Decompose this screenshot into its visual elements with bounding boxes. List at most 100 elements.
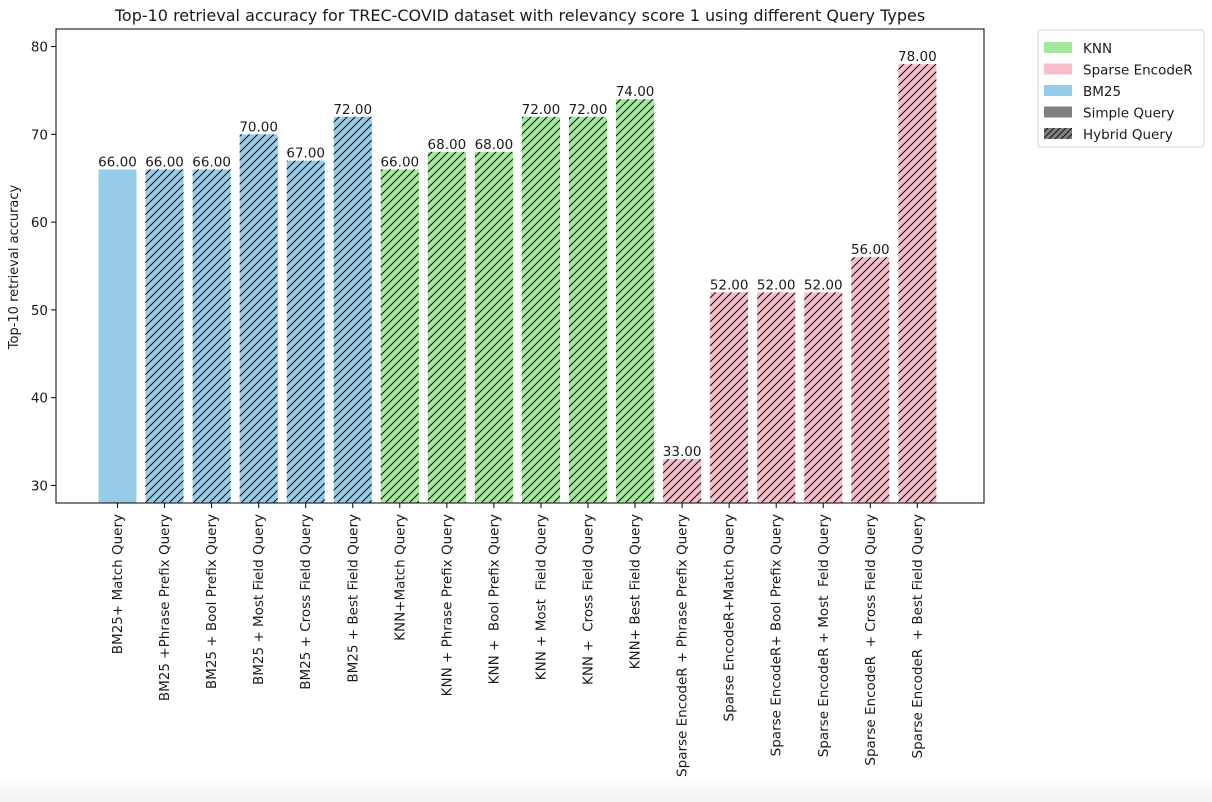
bar-value-label: 52.00 xyxy=(757,277,796,293)
x-tick-label: BM25+ Match Query xyxy=(110,514,126,654)
bar-value-label: 52.00 xyxy=(710,277,749,293)
legend-box xyxy=(1037,29,1205,148)
bar-hatch xyxy=(286,160,325,503)
x-tick-label: BM25 + Most Field Query xyxy=(251,514,267,685)
legend-entry: KNN xyxy=(1044,41,1112,57)
bar-group xyxy=(710,292,749,503)
bar-value-label: 72.00 xyxy=(333,102,372,118)
bar-hatch xyxy=(616,99,655,503)
x-tick-label: Sparse EncodeR+Match Query xyxy=(722,514,738,721)
legend-entry: Sparse EncodeR xyxy=(1044,63,1193,79)
bar-value-label: 66.00 xyxy=(98,154,137,170)
legend-swatch xyxy=(1044,85,1072,96)
x-tick-label: BM25 + Bool Prefix Query xyxy=(204,514,220,689)
legend-swatch xyxy=(1044,106,1072,118)
x-tick-label: Sparse EncodeR + Phrase Prefix Query xyxy=(675,514,691,777)
bar-hatch xyxy=(757,292,796,503)
legend-swatch xyxy=(1044,42,1072,53)
legend: KNN Sparse EncodeR BM25 Simple Query Hybrid … xyxy=(1037,29,1205,148)
bar-value-label: 56.00 xyxy=(851,242,890,258)
bar-value-label: 33.00 xyxy=(663,444,702,460)
bar-value-label: 68.00 xyxy=(475,137,514,153)
y-tick-label: 40 xyxy=(31,391,48,407)
bar-hatch xyxy=(521,116,560,504)
bar-hatch xyxy=(804,292,843,503)
bar-value-label: 72.00 xyxy=(569,102,608,118)
bar-group xyxy=(898,64,937,503)
x-tick-label: Sparse EncodeR + Best Field Query xyxy=(910,514,926,758)
y-tick-label: 50 xyxy=(31,303,48,319)
bar-group xyxy=(757,292,796,503)
legend-entry: BM25 xyxy=(1044,84,1121,100)
bar-value-label: 72.00 xyxy=(522,102,561,118)
bar-hatch xyxy=(898,64,937,503)
y-tick-label: 30 xyxy=(31,478,48,494)
bar-group xyxy=(474,151,513,503)
window-bottom-edge xyxy=(0,776,1212,802)
x-tick-label: Sparse EncodeR + Cross Field Query xyxy=(863,514,879,766)
legend-label: Sparse EncodeR xyxy=(1083,63,1193,79)
bar-hatch xyxy=(474,151,513,503)
bar xyxy=(98,169,137,503)
bar-hatch xyxy=(569,116,607,504)
bar-value-label: 70.00 xyxy=(239,119,278,135)
bar-value-label: 66.00 xyxy=(192,154,231,170)
bar-group xyxy=(569,116,607,504)
bar-hatch xyxy=(380,169,419,503)
bar-group xyxy=(804,292,843,503)
x-tick-label: KNN + Most Field Query xyxy=(533,514,549,680)
bar-group xyxy=(192,169,231,503)
y-tick-label: 80 xyxy=(31,40,48,56)
bar-group xyxy=(663,459,702,503)
legend-label: Simple Query xyxy=(1083,106,1174,122)
legend-entry: Simple Query xyxy=(1044,106,1174,122)
bar-value-label: 52.00 xyxy=(804,277,843,293)
y-tick-label: 60 xyxy=(31,215,48,231)
bar-group xyxy=(521,116,560,504)
bar-value-label: 68.00 xyxy=(428,137,467,153)
bar-group xyxy=(616,99,655,503)
bar-value-label: 67.00 xyxy=(286,146,325,162)
x-tick-label: BM25 + Best Field Query xyxy=(345,514,361,683)
bar-group xyxy=(239,134,278,504)
legend-label: Hybrid Query xyxy=(1083,127,1173,143)
bar-hatch xyxy=(192,169,231,503)
legend-entry: Hybrid Query xyxy=(1044,127,1173,143)
y-axis-label: Top-10 retrieval accuracy xyxy=(7,184,22,350)
bar-group xyxy=(145,169,184,503)
bar-group xyxy=(851,257,890,503)
chart-title: Top-10 retrieval accuracy for TREC-COVID… xyxy=(114,6,925,25)
x-tick-label: BM25 + Cross Field Query xyxy=(298,514,314,690)
plot-frame xyxy=(55,28,985,504)
x-tick-label: Sparse EncodeR+ Bool Prefix Query xyxy=(769,514,785,756)
bar-group xyxy=(380,169,419,503)
y-tick-label: 70 xyxy=(31,127,48,143)
x-tick-label: BM25 +Phrase Prefix Query xyxy=(157,514,173,701)
bar-hatch xyxy=(710,292,749,503)
legend-swatch-hatch xyxy=(1044,128,1072,139)
x-tick-label: Sparse EncodeR + Most Feld Query xyxy=(816,514,832,757)
x-tick-label: KNN + Cross Field Query xyxy=(581,514,597,685)
bar-hatch xyxy=(239,134,278,504)
x-tick-label: KNN + Bool Prefix Query xyxy=(486,514,502,684)
bar-group xyxy=(333,116,372,504)
legend-label: BM25 xyxy=(1083,84,1121,100)
bar-value-label: 66.00 xyxy=(380,154,419,170)
bar-hatch xyxy=(427,151,466,503)
legend-label: KNN xyxy=(1083,41,1112,57)
plot-area: 66.00 66.00 66.00 70.00 67.00 72.00 66.00 68.00… xyxy=(55,28,985,504)
bar-value-label: 78.00 xyxy=(898,49,937,65)
bar-hatch xyxy=(851,257,890,503)
x-tick-label: KNN + Phrase Prefix Query xyxy=(439,514,455,696)
legend-swatch xyxy=(1044,63,1072,75)
bar-group xyxy=(98,169,137,503)
y-axis: 30 40 50 60 70 80 xyxy=(31,40,56,494)
x-tick-label: KNN+Match Query xyxy=(392,514,408,641)
bar-group xyxy=(427,151,466,503)
bar-hatch xyxy=(663,459,702,503)
bar-value-label: 66.00 xyxy=(145,154,184,170)
bar-value-label: 74.00 xyxy=(616,84,655,100)
bar-hatch xyxy=(333,116,372,504)
x-axis: BM25+ Match Query BM25 +Phrase Prefix Que… xyxy=(110,503,926,777)
